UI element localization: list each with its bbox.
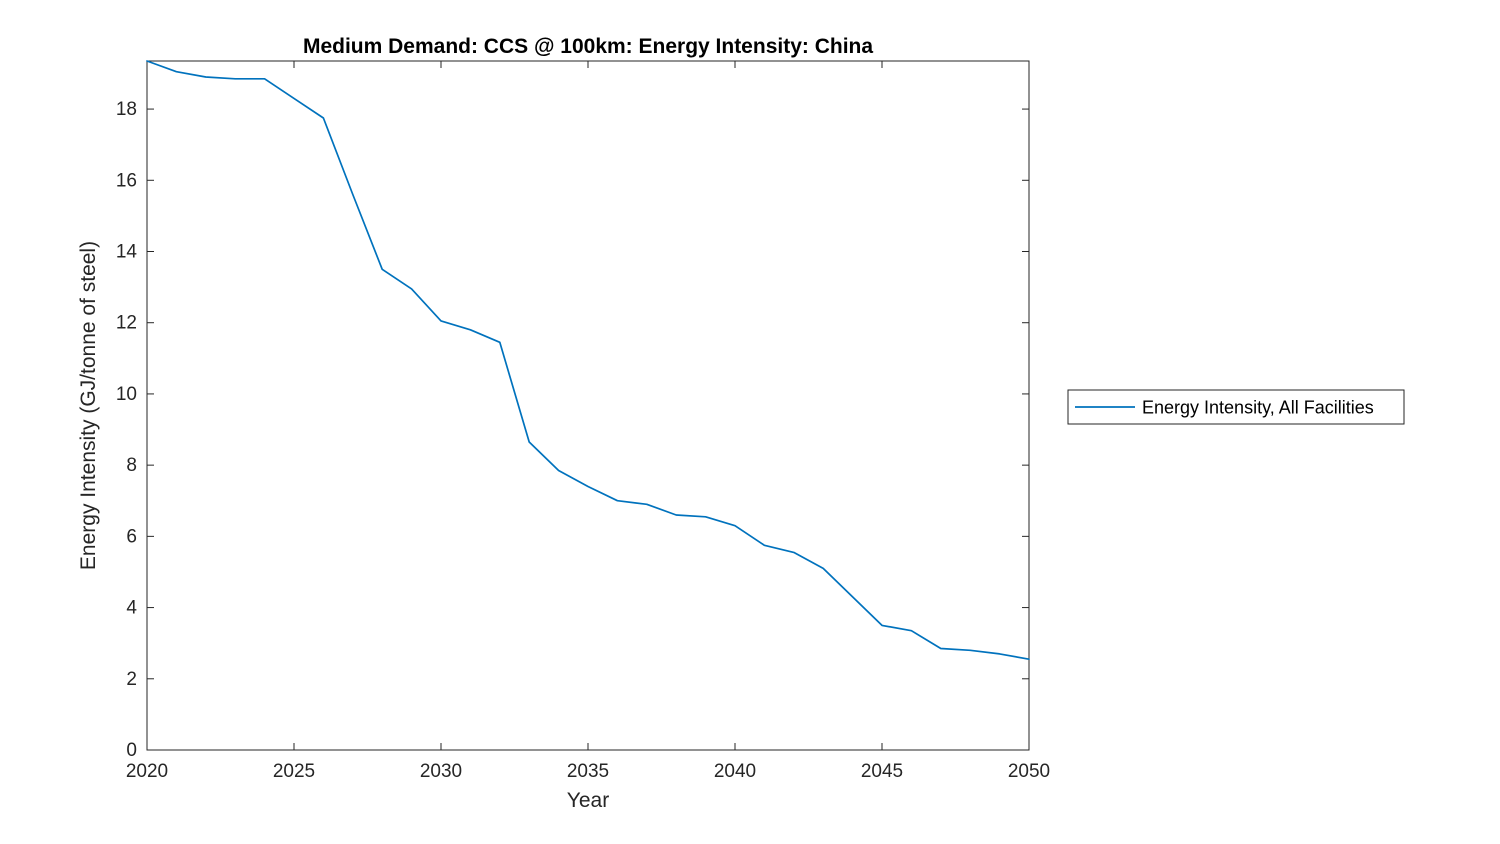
y-tick-label: 8 bbox=[126, 455, 137, 476]
x-tick-label: 2020 bbox=[126, 761, 168, 782]
y-tick-label: 4 bbox=[126, 598, 137, 619]
series-line-energy-intensity bbox=[146, 60, 1030, 661]
y-tick-label: 14 bbox=[116, 241, 138, 262]
plot-box bbox=[146, 60, 1030, 751]
y-tick-label: 0 bbox=[126, 740, 137, 761]
x-tick-label: 2025 bbox=[273, 761, 315, 782]
x-tick-label: 2035 bbox=[567, 761, 609, 782]
y-tick-label: 16 bbox=[116, 170, 137, 191]
x-tick-label: 2050 bbox=[1008, 761, 1050, 782]
x-axis-label: Year bbox=[567, 789, 609, 812]
y-tick-label: 18 bbox=[116, 99, 137, 120]
y-tick-label: 6 bbox=[126, 526, 137, 547]
legend-entry-label: Energy Intensity, All Facilities bbox=[1142, 398, 1374, 418]
chart-title: Medium Demand: CCS @ 100km: Energy Inten… bbox=[303, 35, 873, 58]
y-tick-label: 12 bbox=[116, 313, 137, 334]
y-tick-label: 2 bbox=[126, 669, 137, 690]
x-tick-label: 2030 bbox=[420, 761, 462, 782]
y-tick-label: 10 bbox=[116, 384, 137, 405]
y-axis-label: Energy Intensity (GJ/tonne of steel) bbox=[77, 241, 100, 570]
x-tick-label: 2045 bbox=[861, 761, 903, 782]
x-tick-label: 2040 bbox=[714, 761, 756, 782]
